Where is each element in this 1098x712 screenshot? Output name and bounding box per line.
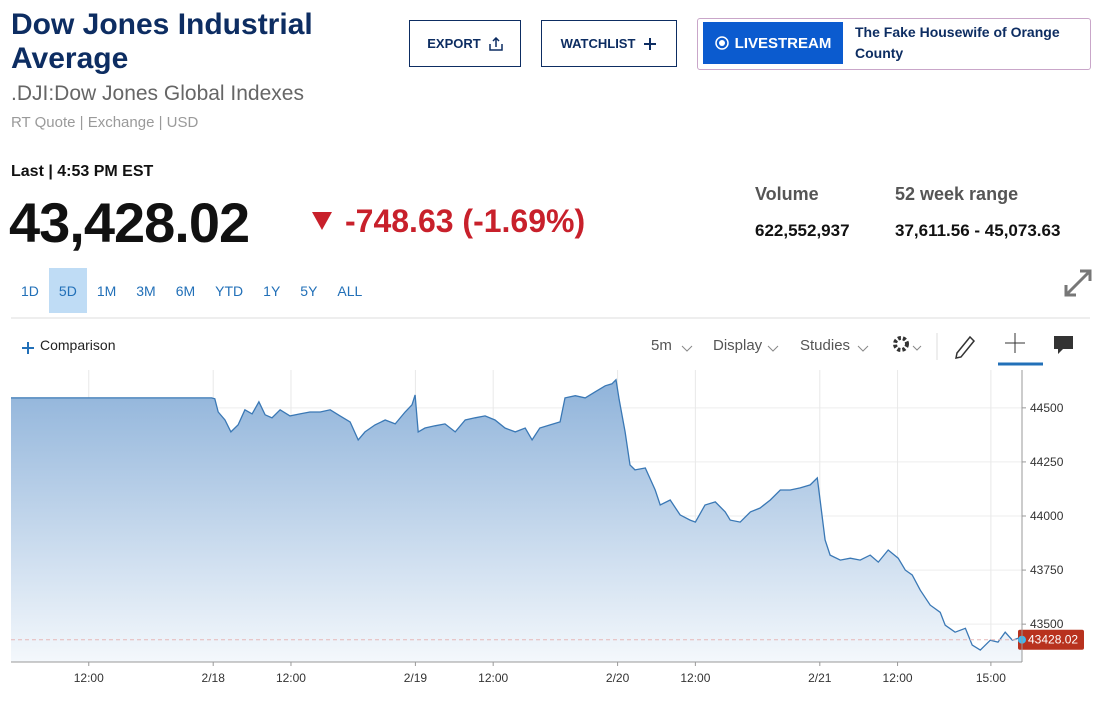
range: 37,611.56 - 45,073.63 xyxy=(895,221,1061,240)
x-tick-label: 12:00 xyxy=(883,671,913,685)
x-tick-label: 12:00 xyxy=(276,671,306,685)
watchlist-label: WATCHLIST xyxy=(560,36,636,51)
livestream-card[interactable] xyxy=(697,18,1091,70)
volume-label: Volume xyxy=(755,184,819,204)
range-tab[interactable]: 6M xyxy=(175,282,196,299)
gear-icon[interactable] xyxy=(893,336,909,352)
x-tick-label: 12:00 xyxy=(478,671,508,685)
x-tick-label: 12:00 xyxy=(680,671,710,685)
expand-icon[interactable] xyxy=(1064,269,1092,297)
studies[interactable]: Studies xyxy=(800,337,851,354)
range-tab[interactable]: 1D xyxy=(21,282,39,299)
range-tab[interactable]: 1M xyxy=(96,282,117,299)
export-label: EXPORT xyxy=(427,36,481,51)
show-title[interactable]: The Fake Housewife of Orange County xyxy=(855,24,1060,61)
last-time: Last | 4:53 PM EST xyxy=(11,163,154,180)
line xyxy=(11,378,1023,651)
volume: 622,552,937 xyxy=(755,221,850,240)
range-tab[interactable]: ALL xyxy=(337,282,363,299)
plus-icon xyxy=(644,37,657,50)
area xyxy=(11,379,1022,662)
range-tab[interactable]: YTD xyxy=(215,282,244,299)
range-tab[interactable]: 3M xyxy=(136,282,156,299)
last-price-label: 43428.02 xyxy=(1028,633,1078,647)
x-tick-label: 2/20 xyxy=(606,671,630,685)
y-tick-label: 44250 xyxy=(1030,455,1064,469)
comment-icon[interactable] xyxy=(1054,336,1073,354)
interval[interactable]: 5m xyxy=(651,337,672,354)
livestream-button[interactable]: LIVESTREAM xyxy=(703,22,843,64)
chevron xyxy=(767,345,779,352)
price: 43,428.02 xyxy=(9,191,250,254)
quote-info: RT Quote | Exchange | USD xyxy=(11,114,199,131)
x-tick-label: 12:00 xyxy=(74,671,104,685)
y-tick-label: 43750 xyxy=(1030,563,1064,577)
pencil-icon[interactable] xyxy=(955,335,976,359)
watchlist-button[interactable]: WATCHLIST xyxy=(541,20,677,67)
y-tick-label: 44000 xyxy=(1030,509,1064,523)
range-tab[interactable]: 5Y xyxy=(300,282,318,299)
range-tab[interactable]: 1Y xyxy=(263,282,281,299)
share-icon xyxy=(488,36,503,51)
display[interactable]: Display xyxy=(713,337,763,354)
comparison[interactable]: Comparison xyxy=(40,337,116,353)
last-price-box xyxy=(1018,629,1084,650)
chevron xyxy=(912,345,922,351)
y-tick-label: 43500 xyxy=(1030,617,1064,631)
range-label: 52 week range xyxy=(895,184,1019,204)
x-tick-label: 15:00 xyxy=(976,671,1006,685)
subtitle: .DJI:Dow Jones Global Indexes xyxy=(11,82,304,105)
live-icon xyxy=(714,36,729,50)
x-tick-label: 2/18 xyxy=(202,671,226,685)
range-tabs: 1D 5D 1M 3M 6M YTD 1Y 5Y ALL xyxy=(11,268,372,313)
export-button[interactable]: EXPORT xyxy=(409,20,521,67)
livestream-label: LIVESTREAM xyxy=(734,34,832,52)
down-arrow xyxy=(312,212,332,230)
x-tick-label: 2/19 xyxy=(404,671,428,685)
chevron xyxy=(681,345,693,352)
y-tick-label: 44500 xyxy=(1030,401,1064,415)
chevron xyxy=(857,345,869,352)
title: Dow Jones Industrial Average xyxy=(11,8,313,75)
change: -748.63 (-1.69%) xyxy=(345,203,586,239)
x-tick-label: 2/21 xyxy=(808,671,832,685)
range-tab[interactable]: 5D xyxy=(48,268,87,313)
